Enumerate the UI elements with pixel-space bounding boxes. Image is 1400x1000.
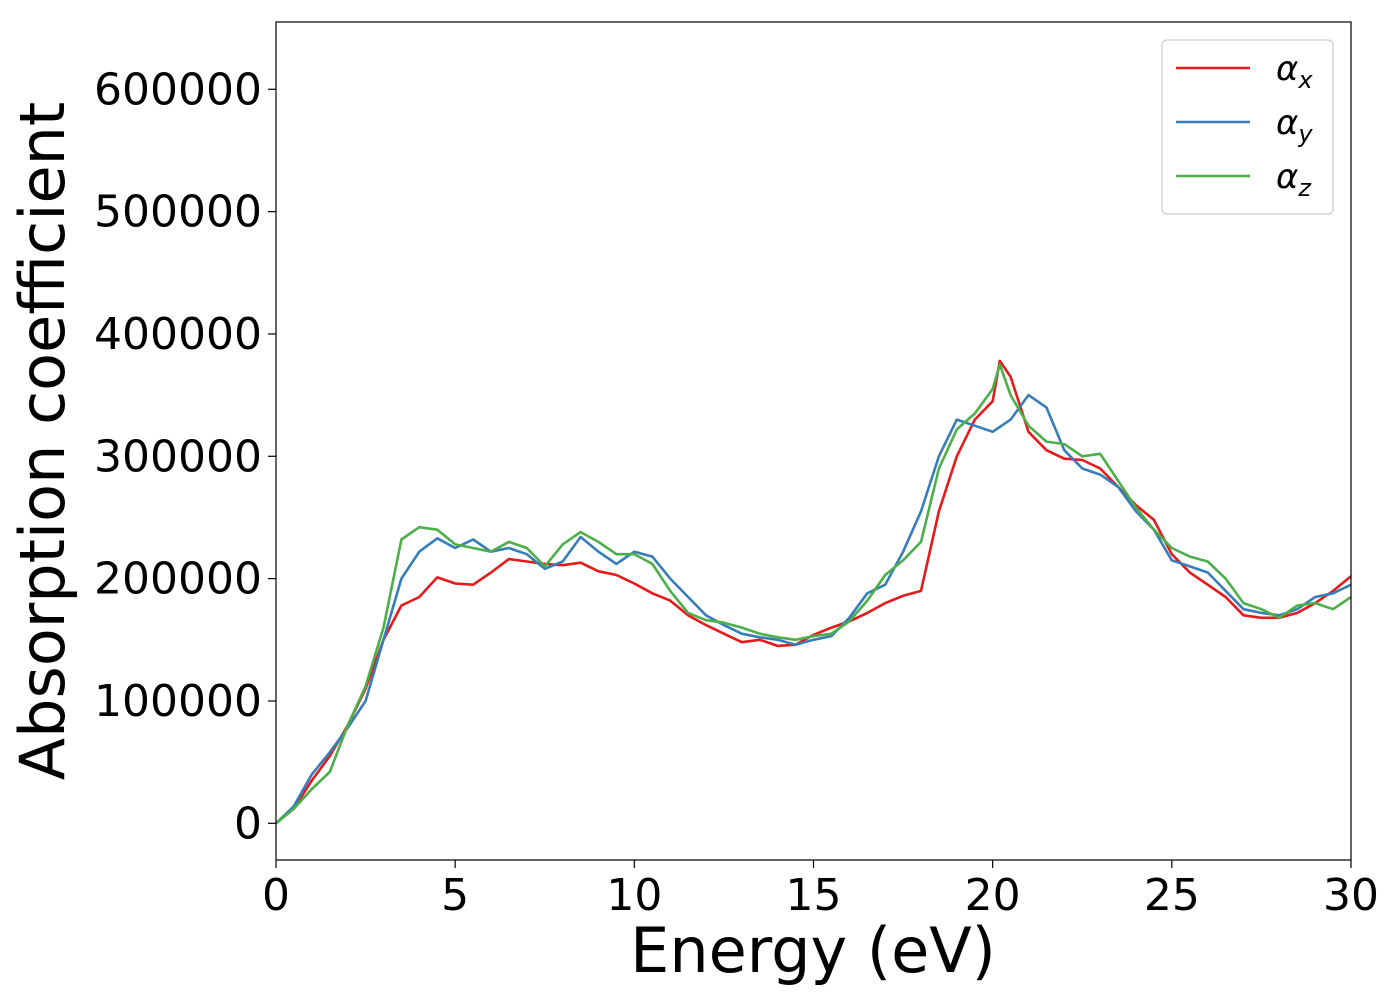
- x-tick-label: 15: [786, 870, 842, 921]
- x-tick-label: 20: [965, 870, 1021, 921]
- x-tick-label: 5: [441, 870, 469, 921]
- legend-box: [1161, 39, 1334, 215]
- y-tick-label: 200000: [94, 554, 262, 605]
- y-axis-ticks: 0 100000 200000 300000 400000 500000 600000: [94, 64, 276, 849]
- y-tick-label: 0: [234, 798, 262, 849]
- x-tick-label: 30: [1323, 870, 1379, 921]
- legend-subscript-y: y: [1297, 120, 1313, 148]
- legend-subscript-x: x: [1297, 66, 1313, 94]
- y-tick-label: 400000: [94, 309, 262, 360]
- y-tick-label: 300000: [94, 431, 262, 482]
- y-tick-label: 600000: [94, 64, 262, 115]
- x-axis-label: Energy (eV): [630, 914, 996, 987]
- x-axis-ticks: 0 5 10 15 20 25 30: [262, 860, 1379, 921]
- x-tick-label: 0: [262, 870, 290, 921]
- x-tick-label: 25: [1144, 870, 1200, 921]
- y-axis-label: Absorption coefficient: [6, 102, 79, 781]
- x-tick-label: 10: [606, 870, 662, 921]
- series-line-z: [275, 363, 1352, 825]
- legend-subscript-z: z: [1297, 174, 1312, 202]
- series-line-y: [275, 393, 1352, 825]
- y-tick-label: 500000: [94, 187, 262, 238]
- series-layer: [275, 359, 1352, 825]
- series-line-x: [275, 359, 1352, 825]
- y-tick-label: 100000: [94, 676, 262, 727]
